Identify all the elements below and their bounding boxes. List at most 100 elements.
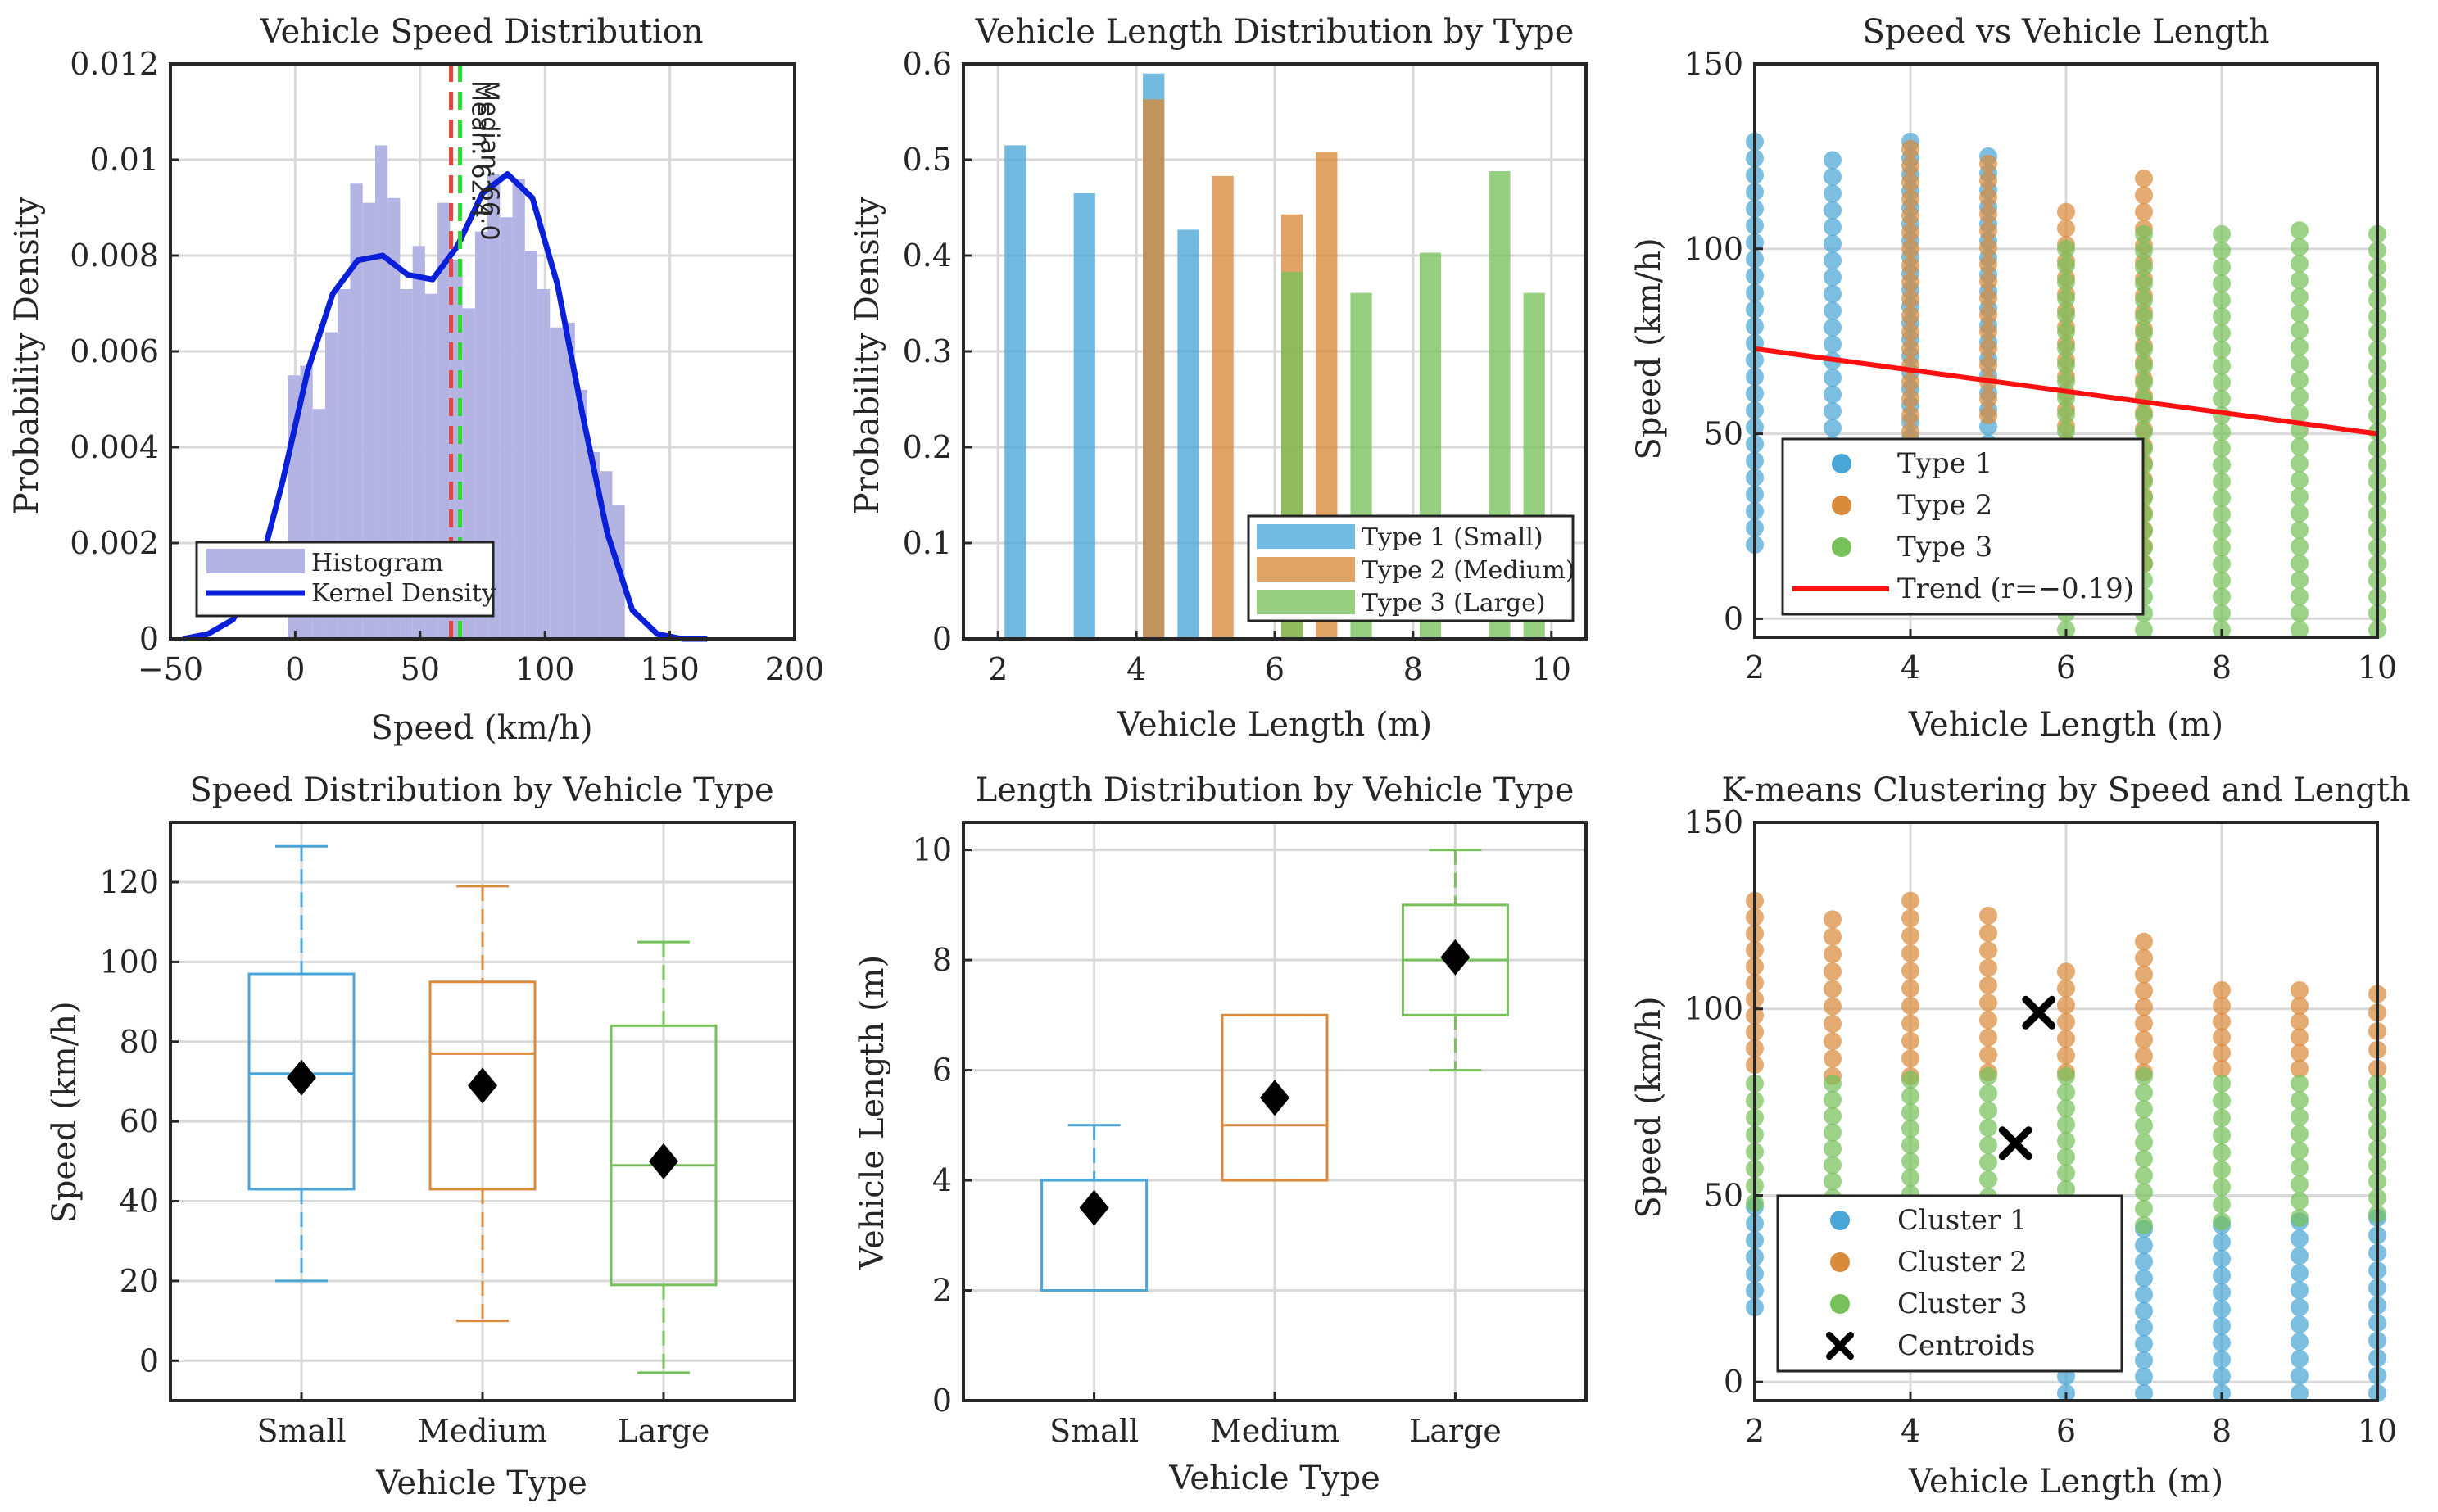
mean-marker: [648, 1143, 678, 1179]
x-tick-label: 10: [2358, 650, 2397, 686]
scatter-point: [1824, 402, 1842, 421]
legend: Cluster 1 Cluster 2 Cluster 3 Centroids: [1776, 1194, 2123, 1373]
y-tick-label: 0.5: [903, 142, 952, 178]
legend-marker-cluster2: [1830, 1252, 1850, 1272]
x-tick-labels: −50 0 50 100 150 200: [138, 631, 824, 687]
panel-speed-histogram: Vehicle Speed Distribution Speed (km/h) …: [8, 13, 824, 747]
scatter-point: [2057, 1046, 2075, 1065]
scatter-point: [2135, 620, 2153, 639]
scatter-point: [1824, 419, 1842, 437]
x-tick-label: 8: [2212, 650, 2232, 686]
scatter-point: [1824, 1032, 1842, 1051]
scatter-point: [2291, 1264, 2309, 1283]
scatter-point: [2135, 1318, 2153, 1337]
boxes: [247, 844, 718, 1374]
legend-label-type3: Type 3 (Large): [1362, 589, 1546, 618]
scatter-point: [2213, 324, 2231, 342]
scatter-point: [1901, 962, 1919, 980]
scatter-point: [2291, 1107, 2309, 1126]
legend-marker-type2: [1832, 496, 1851, 515]
scatter-point: [1979, 272, 1997, 291]
scatter-point: [2213, 1333, 2231, 1352]
panel-title: Vehicle Speed Distribution: [259, 13, 703, 51]
scatter-point: [2135, 1183, 2153, 1202]
scatter-point: [1824, 335, 1842, 354]
y-tick-label: 0: [932, 1383, 952, 1419]
scatter-point: [1901, 1049, 1919, 1068]
y-tick-label: 120: [99, 864, 159, 900]
scatter-point: [2291, 571, 2309, 589]
scatter-point: [2213, 1212, 2231, 1231]
scatter-point: [2213, 1266, 2231, 1285]
scatter-point: [2213, 423, 2231, 441]
scatter-point: [2135, 1383, 2153, 1402]
scatter-point: [2057, 405, 2075, 424]
scatter-point: [2291, 1349, 2309, 1368]
histogram-bar: [1143, 99, 1165, 640]
scatter-point: [1901, 156, 1919, 175]
scatter-point: [2213, 455, 2231, 474]
scatter-point: [2291, 604, 2309, 622]
scatter-point: [2213, 1108, 2231, 1127]
legend-label-trend: Trend (r=−0.19): [1897, 573, 2134, 605]
histogram-bar: [350, 183, 363, 639]
scatter-point: [2291, 997, 2309, 1016]
scatter-point: [2213, 1012, 2231, 1031]
mean-marker: [1079, 1189, 1109, 1226]
scatter-point: [1901, 944, 1919, 962]
scatter-point: [1824, 284, 1842, 303]
x-tick-label: 6: [2056, 650, 2076, 686]
scatter-point: [2135, 965, 2153, 984]
scatter-point: [2057, 219, 2075, 238]
scatter-point: [2213, 1091, 2231, 1110]
scatter-point: [2057, 1099, 2075, 1118]
scatter-point: [1901, 1103, 1919, 1122]
centroid-marker: [2022, 995, 2056, 1030]
scatter-point: [2135, 202, 2153, 221]
scatter-point: [1979, 1101, 1997, 1120]
scatter-point: [2135, 1334, 2153, 1353]
scatter-point: [1979, 906, 1997, 925]
scatter-point: [2213, 522, 2231, 541]
scatter-point: [2291, 337, 2309, 356]
scatter-point: [2135, 356, 2153, 375]
scatter-point: [1824, 1156, 1842, 1175]
scatter-point: [2213, 1350, 2231, 1369]
scatter-point: [1901, 1135, 1919, 1154]
scatter-point: [2291, 1158, 2309, 1177]
scatter-point: [2213, 274, 2231, 293]
scatter-point: [2291, 504, 2309, 523]
panel-title: Speed Distribution by Vehicle Type: [189, 772, 773, 809]
scatter-point: [2213, 1283, 2231, 1301]
scatter-point: [2291, 1125, 2309, 1143]
iqr-box: [610, 1024, 718, 1287]
legend-label-cluster2: Cluster 2: [1897, 1246, 2028, 1279]
scatter-point: [2057, 1030, 2075, 1048]
legend-marker-type1: [1832, 454, 1851, 473]
scatter-point: [2213, 224, 2231, 243]
histogram-bar: [474, 231, 488, 639]
x-axis-label: Vehicle Type: [375, 1464, 587, 1502]
scatter-point: [2213, 555, 2231, 573]
scatter-point: [1824, 1107, 1842, 1125]
scatter-point: [1824, 167, 1842, 186]
panel-title: Length Distribution by Vehicle Type: [976, 772, 1575, 809]
histogram-bar: [362, 202, 375, 639]
scatter-point: [1979, 171, 1997, 190]
scatter-point: [2291, 1298, 2309, 1317]
scatter-point: [2291, 1333, 2309, 1351]
y-tick-label: 0.2: [903, 429, 952, 465]
scatter-point: [1979, 306, 1997, 324]
legend-label-kde: Kernel Density: [311, 579, 496, 608]
x-tick-label: Large: [618, 1413, 710, 1449]
scatter-point: [2135, 1149, 2153, 1168]
histogram-bar: [437, 202, 451, 639]
scatter-point: [2135, 1083, 2153, 1102]
scatter-point: [1901, 173, 1919, 192]
scatter-point: [2213, 258, 2231, 277]
x-tick-label: 2: [988, 651, 1008, 687]
scatter-point: [1979, 221, 1997, 240]
scatter-point: [2057, 1115, 2075, 1134]
scatter-point: [2291, 287, 2309, 306]
y-tick-labels: 0 0.1 0.2 0.3 0.4 0.5 0.6: [903, 46, 972, 657]
